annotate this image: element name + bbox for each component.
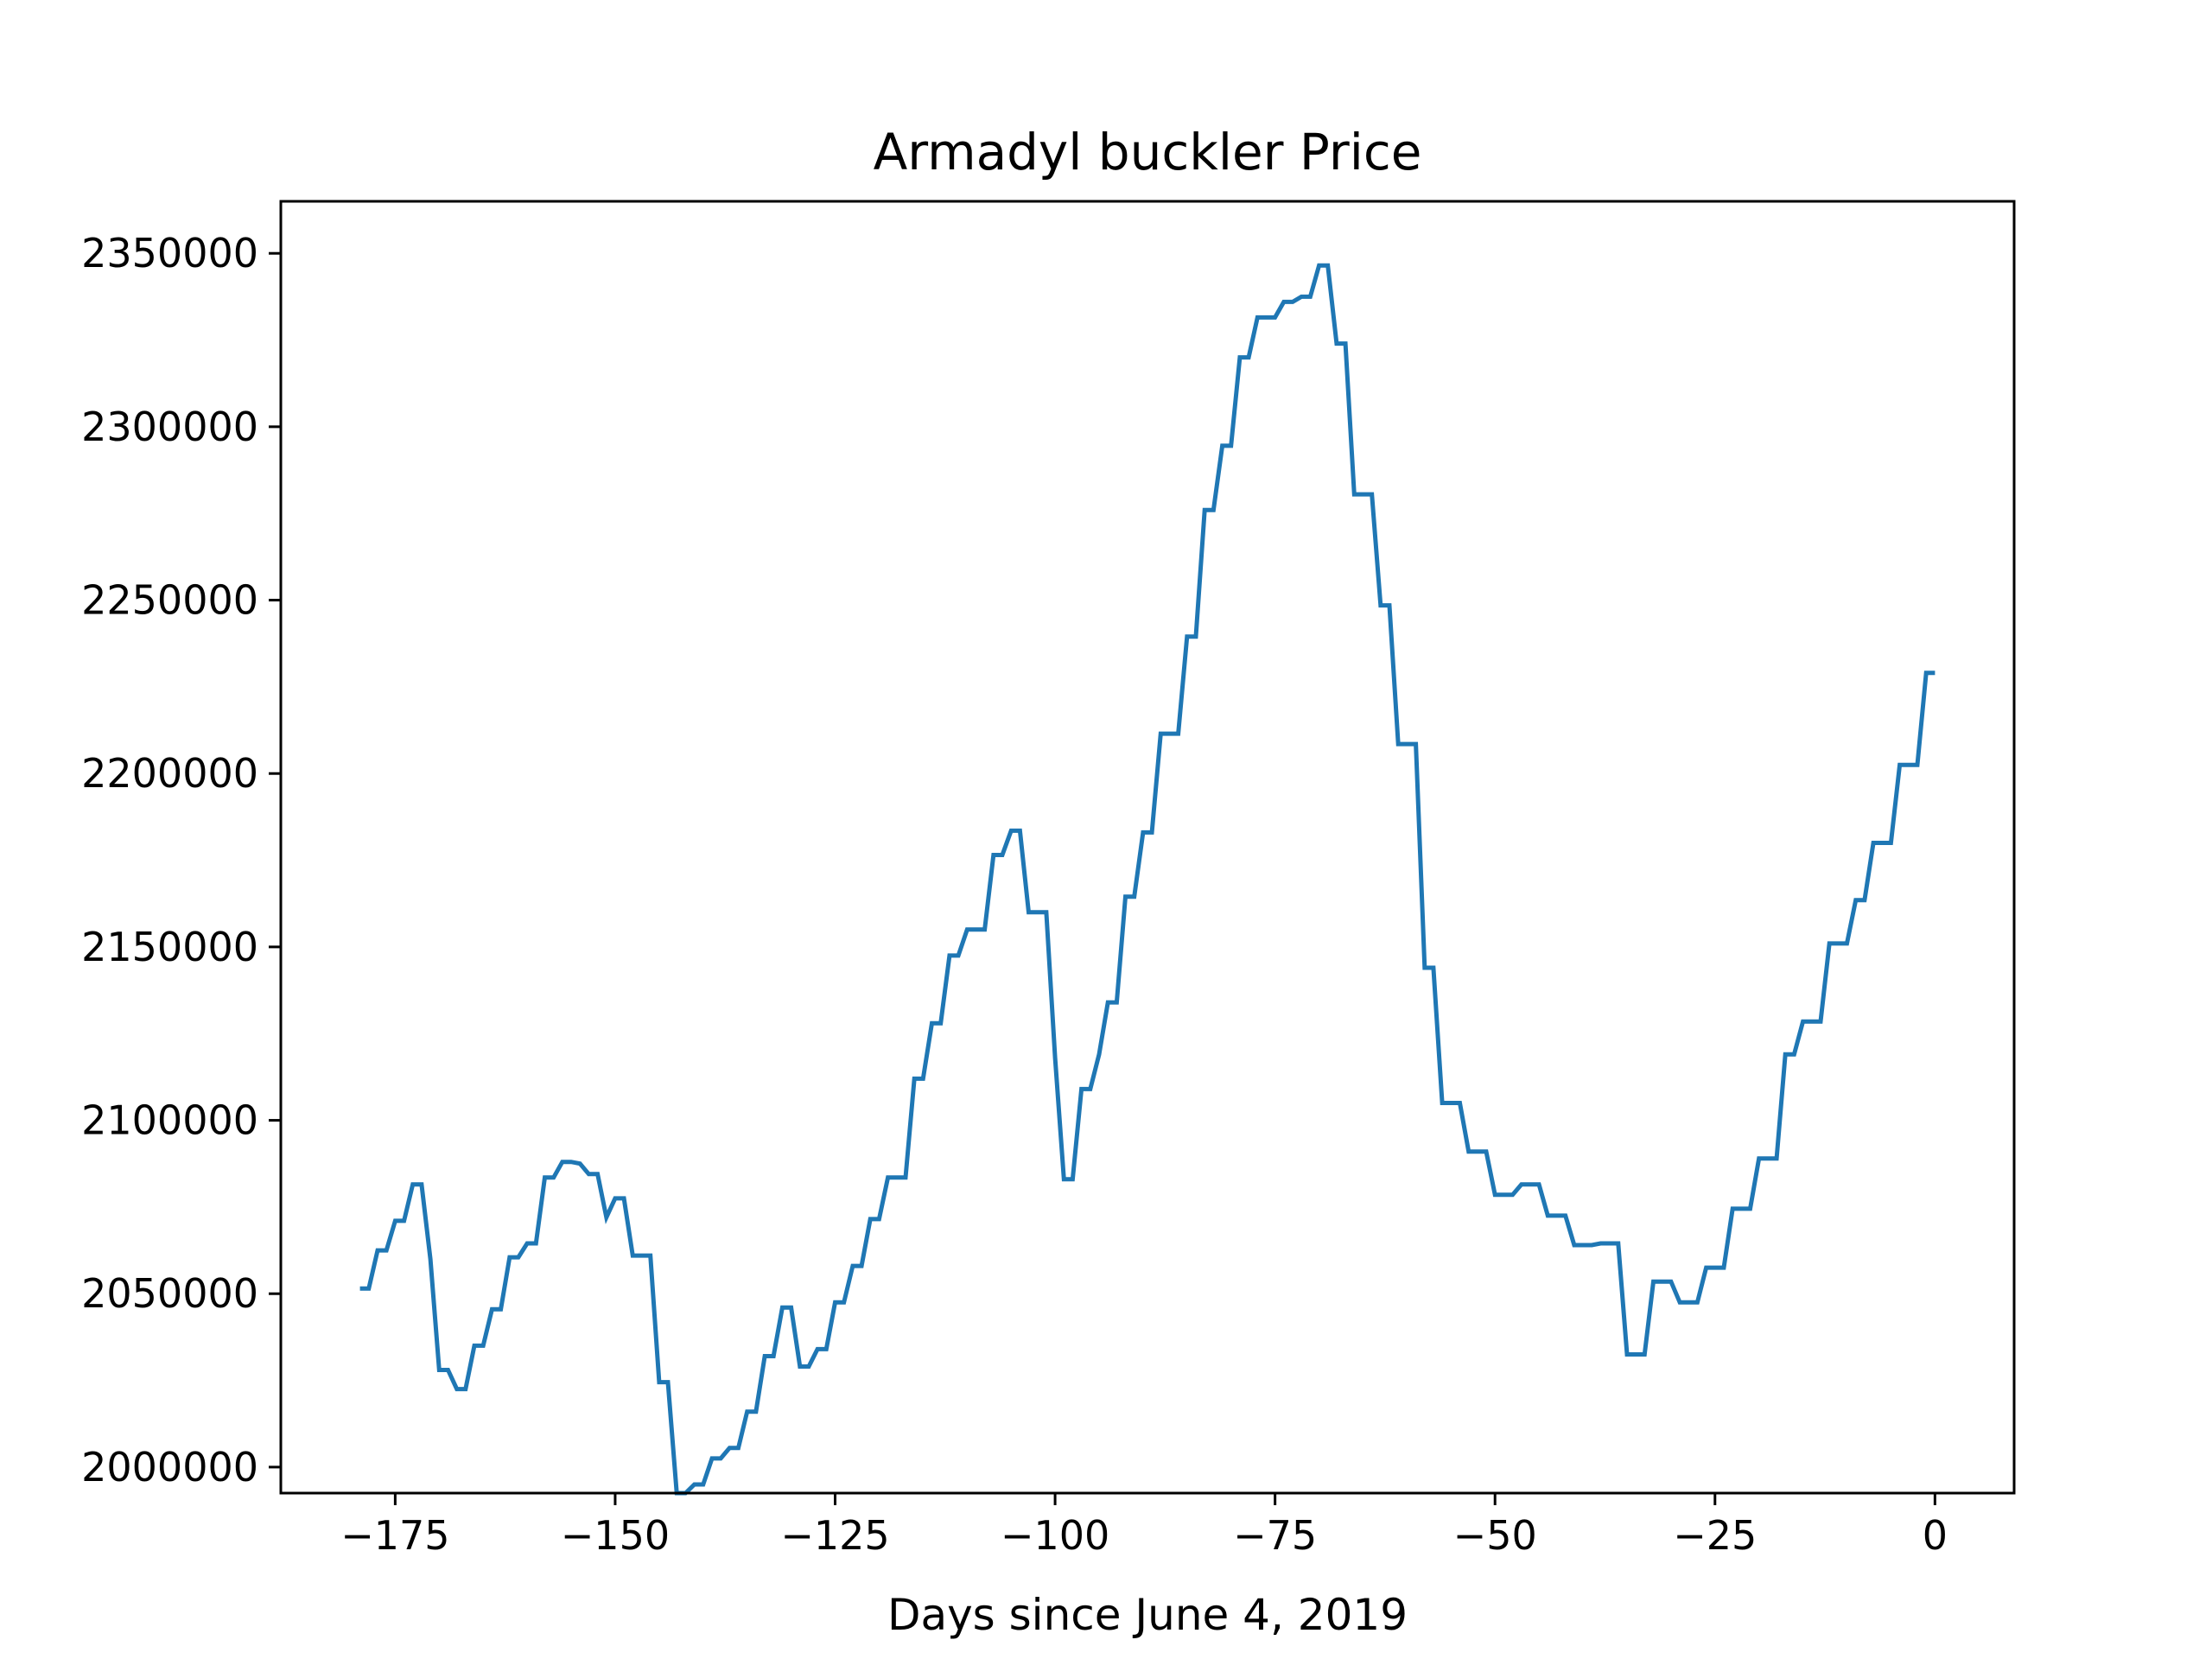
- y-tick-label: 2250000: [81, 577, 258, 624]
- x-tick-label: −50: [1453, 1512, 1537, 1559]
- x-tick-label: −175: [340, 1512, 449, 1559]
- x-tick-label: −125: [780, 1512, 889, 1559]
- y-tick-label: 2350000: [81, 230, 258, 276]
- plot-area: [359, 263, 1936, 1496]
- y-tick-label: 2150000: [81, 924, 258, 970]
- chart-title: Armadyl buckler Price: [874, 123, 1422, 181]
- y-tick-label: 2050000: [81, 1270, 258, 1317]
- x-tick-label: −75: [1233, 1512, 1317, 1559]
- x-axis-label: Days since June 4, 2019: [887, 1590, 1408, 1640]
- plot-frame: [279, 200, 2016, 1495]
- y-tick-label: 2200000: [81, 750, 258, 797]
- y-tick-label: 2100000: [81, 1097, 258, 1144]
- y-tick-label: 2300000: [81, 404, 258, 450]
- x-tick-label: −100: [1001, 1512, 1109, 1559]
- price-series-line: [359, 263, 1936, 1496]
- y-tick-label: 2000000: [81, 1444, 258, 1491]
- y-axis: 2000000 2050000 2100000 2150000 2200000 22500…: [81, 230, 281, 1491]
- x-axis: −175 −150 −125 −100 −75 −50 −25 0: [340, 1493, 1948, 1559]
- x-tick-label: −150: [561, 1512, 670, 1559]
- x-tick-label: 0: [1923, 1512, 1948, 1559]
- x-tick-label: −25: [1673, 1512, 1757, 1559]
